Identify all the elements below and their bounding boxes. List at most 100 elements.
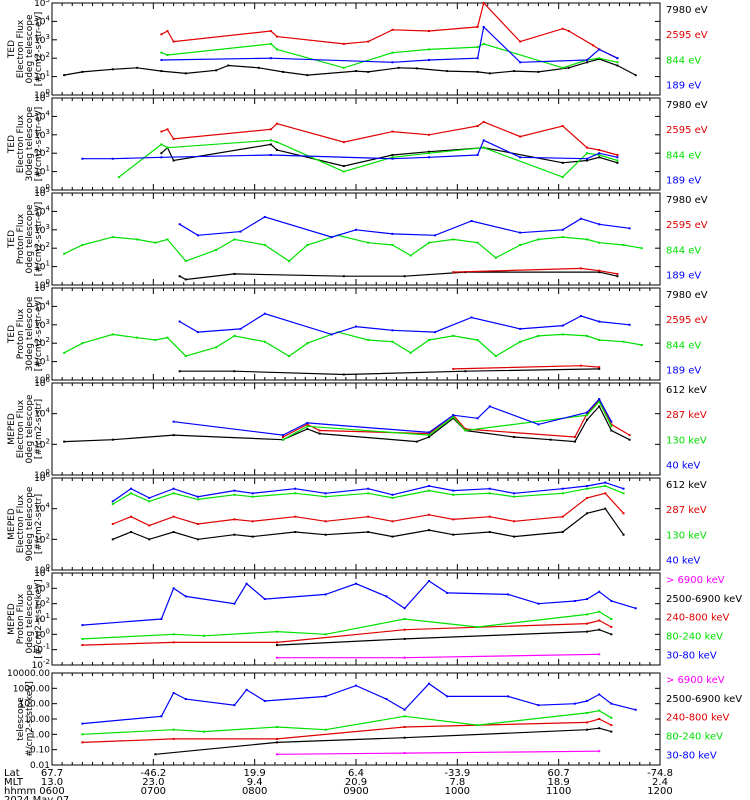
series-black — [155, 727, 612, 755]
data-point — [172, 691, 175, 694]
data-point — [488, 492, 491, 495]
data-point — [464, 428, 467, 430]
data-point — [160, 130, 163, 133]
x-row-value: 0800 — [242, 786, 267, 797]
data-point — [610, 618, 613, 620]
data-point — [251, 535, 254, 538]
legend-item: 189 eV — [666, 365, 701, 376]
legend-item: 80-240 keV — [666, 732, 723, 743]
series-blue — [179, 313, 630, 336]
data-point — [111, 500, 114, 503]
x-axis-info: Lat 67.7 -46.2 19.9 6.4 -33.9 60.7 -74.8 MLT 13.0… — [4, 768, 673, 800]
data-point — [604, 507, 607, 510]
data-point — [342, 373, 345, 376]
data-point — [172, 633, 175, 636]
data-point — [148, 496, 151, 499]
data-point — [263, 215, 266, 218]
data-point — [178, 275, 181, 278]
series-blue — [82, 682, 636, 725]
data-point — [269, 153, 272, 156]
data-point — [598, 271, 601, 274]
legend-item: 2595 eV — [666, 125, 708, 136]
x-row-value: 23.0 — [142, 777, 164, 788]
x-row-value: 60.7 — [548, 768, 570, 779]
legend-item: 40 keV — [666, 555, 700, 566]
y-tick-label: 0.01 — [30, 761, 50, 771]
data-point — [294, 487, 297, 490]
data-point — [288, 355, 291, 358]
data-point — [519, 243, 522, 246]
series-green — [82, 611, 612, 640]
data-point — [294, 492, 297, 495]
data-point — [367, 70, 370, 73]
data-point — [482, 25, 485, 28]
data-point — [628, 227, 631, 230]
legend-item: > 6900 keV — [666, 675, 725, 686]
data-point — [616, 156, 619, 159]
data-point — [488, 405, 491, 408]
legend-item: 7980 eV — [666, 5, 708, 16]
data-point — [586, 630, 589, 633]
data-point — [184, 595, 187, 598]
data-point — [166, 238, 169, 241]
data-point — [452, 416, 455, 419]
data-point — [111, 236, 114, 239]
data-point — [233, 602, 236, 605]
data-point — [342, 275, 345, 278]
data-point — [598, 398, 601, 401]
y-axis-title: telescope#/cm2-s-str-keV] — [16, 681, 35, 757]
data-point — [586, 711, 589, 714]
data-point — [130, 531, 133, 534]
data-point — [263, 243, 266, 246]
data-point — [537, 602, 540, 605]
data-point — [233, 518, 236, 521]
data-point — [598, 709, 601, 712]
data-point — [172, 40, 175, 43]
data-point — [269, 42, 272, 45]
data-point — [427, 156, 430, 159]
data-point — [282, 436, 285, 439]
data-point — [111, 503, 114, 506]
x-row-value: -33.9 — [444, 768, 470, 779]
data-point — [148, 524, 151, 527]
data-point — [63, 74, 66, 77]
data-point — [598, 269, 601, 272]
data-point — [464, 370, 467, 373]
data-point — [330, 236, 333, 239]
data-point — [111, 538, 114, 541]
data-point — [628, 323, 631, 326]
data-point — [233, 704, 236, 707]
x-row-label: Lat — [4, 768, 20, 779]
data-point — [81, 637, 84, 640]
data-point — [616, 153, 619, 156]
data-point — [391, 340, 394, 343]
data-point — [81, 342, 84, 345]
y-axis-title: TEDProton Flux30deg telescope[#/cm2-s-st… — [7, 296, 44, 371]
data-point — [306, 342, 309, 345]
y-axis-title: MEPEDElectron Flux90deg telescope[#/cm2-… — [7, 486, 44, 561]
data-point — [513, 436, 516, 439]
data-point — [452, 271, 455, 274]
data-point — [403, 736, 406, 739]
panel-frame — [51, 382, 661, 476]
data-point — [586, 721, 589, 724]
data-point — [130, 487, 133, 490]
x-row-value: 18.9 — [548, 777, 570, 788]
panel-frame — [51, 672, 661, 766]
data-point — [136, 336, 139, 339]
data-point — [81, 243, 84, 246]
data-point — [482, 2, 485, 4]
data-point — [488, 531, 491, 534]
data-point — [427, 133, 430, 136]
data-point — [537, 238, 540, 241]
data-point — [427, 150, 430, 153]
data-point — [561, 176, 564, 179]
x-row-label: MLT — [4, 777, 24, 788]
y-axis-title: MEPEDElectron Flux0deg telescope[#/cm2-s… — [7, 394, 44, 464]
data-point — [622, 243, 625, 246]
data-point — [561, 125, 564, 128]
data-point — [172, 587, 175, 590]
data-point — [446, 591, 449, 594]
data-point — [275, 737, 278, 740]
